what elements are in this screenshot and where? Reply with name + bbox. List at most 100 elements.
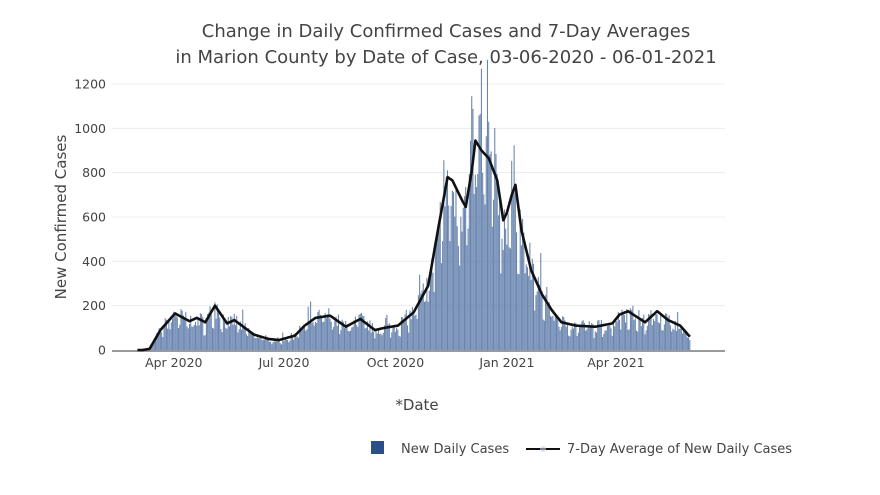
y-tick-label: 0: [98, 343, 106, 358]
daily-cases-bar: [398, 335, 400, 350]
daily-cases-bar: [658, 323, 661, 350]
legend-swatch-bar: [371, 441, 384, 454]
daily-cases-bar: [236, 315, 238, 350]
y-tick-label: 800: [82, 165, 106, 180]
daily-cases-bar: [413, 313, 415, 350]
daily-cases-bar: [363, 316, 365, 350]
daily-cases-bar: [383, 325, 386, 350]
daily-cases-bar: [169, 329, 171, 350]
daily-cases-bar: [468, 173, 470, 350]
daily-cases-bar: [359, 313, 361, 350]
daily-cases-bar: [256, 337, 258, 350]
daily-cases-bar: [219, 317, 221, 350]
daily-cases-bar: [532, 263, 535, 350]
daily-cases-bar: [645, 330, 647, 350]
daily-cases-bar: [405, 309, 407, 350]
legend-swatch-marker: [540, 446, 546, 452]
daily-cases-bar: [525, 264, 527, 350]
daily-cases-bar: [622, 314, 624, 350]
daily-cases-bar: [563, 317, 565, 350]
daily-cases-bar: [466, 245, 468, 350]
daily-cases-bar: [434, 246, 436, 350]
daily-cases-bar: [666, 313, 668, 350]
daily-cases-bar: [576, 335, 578, 350]
daily-cases-bar: [543, 320, 545, 350]
daily-cases-bar: [272, 342, 274, 350]
daily-cases-bar: [632, 305, 634, 350]
daily-cases-bar: [610, 328, 612, 350]
daily-cases-bar: [237, 332, 239, 350]
daily-cases-bar: [181, 310, 183, 350]
daily-cases-bar: [247, 336, 249, 350]
daily-cases-bar: [238, 329, 240, 350]
daily-cases-bar: [531, 258, 533, 350]
daily-cases-bar: [605, 330, 607, 350]
daily-cases-bar: [164, 318, 166, 350]
daily-cases-bar: [675, 331, 677, 350]
daily-cases-bar: [178, 327, 180, 350]
daily-cases-bar: [493, 199, 495, 350]
daily-cases-bar: [500, 273, 502, 350]
daily-cases-bar: [553, 320, 555, 350]
daily-cases-bar: [665, 313, 667, 350]
daily-cases-bar: [379, 334, 381, 350]
daily-cases-bar: [565, 326, 567, 350]
daily-cases-bar: [669, 325, 671, 350]
legend-label-seven-day-average: 7-Day Average of New Daily Cases: [567, 442, 792, 457]
daily-cases-bar: [616, 321, 618, 350]
daily-cases-bar: [517, 273, 519, 350]
daily-cases-bar: [193, 324, 195, 350]
daily-cases-bar: [514, 193, 516, 350]
daily-cases-bar: [320, 316, 323, 350]
daily-cases-bar: [445, 177, 447, 350]
daily-cases-bar: [261, 340, 263, 350]
daily-cases-bar: [353, 320, 355, 350]
daily-cases-bar: [170, 322, 172, 350]
daily-cases-bar: [271, 344, 273, 350]
daily-cases-bar: [350, 330, 352, 350]
legend-item-new-daily-cases[interactable]: New Daily Cases: [371, 441, 509, 457]
daily-cases-bar: [344, 328, 346, 350]
daily-cases-bar: [294, 336, 296, 350]
daily-cases-bar: [679, 328, 681, 350]
daily-cases-bar: [262, 339, 264, 350]
daily-cases-bar: [509, 248, 512, 350]
daily-cases-bar: [305, 330, 307, 350]
daily-cases-bar: [520, 245, 522, 350]
daily-cases-bar: [313, 325, 315, 350]
daily-cases-bar: [406, 325, 409, 350]
seven-day-average-line: [137, 139, 691, 352]
daily-cases-bar: [199, 313, 201, 350]
daily-cases-bar: [668, 315, 670, 350]
daily-cases-bar: [185, 311, 187, 350]
daily-cases-bar: [277, 337, 279, 350]
daily-cases-bar: [442, 241, 444, 350]
daily-cases-bar: [345, 320, 347, 350]
daily-cases-bar: [308, 323, 310, 350]
daily-cases-bar: [266, 336, 268, 350]
daily-cases-bar: [467, 228, 469, 350]
daily-cases-bar: [547, 305, 549, 350]
chart-title-line-2: in Marion County by Date of Case, 03-06-…: [175, 47, 716, 68]
daily-cases-bar: [577, 332, 579, 350]
legend-item-seven-day-average[interactable]: 7-Day Average of New Daily Cases: [526, 442, 792, 457]
daily-cases-bar: [426, 277, 428, 350]
daily-cases-bar: [471, 96, 473, 350]
daily-cases-bar: [225, 327, 227, 350]
daily-cases-bar: [432, 272, 434, 350]
daily-cases-bar: [621, 309, 623, 350]
daily-cases-bar: [176, 317, 178, 350]
daily-cases-bar: [248, 328, 250, 350]
daily-cases-bar: [203, 335, 205, 350]
daily-cases-bar: [617, 312, 619, 350]
daily-cases-bar: [334, 320, 336, 350]
daily-cases-bar: [360, 312, 363, 350]
daily-cases-bar: [232, 324, 234, 350]
x-tick-label: Jul 2020: [258, 355, 310, 370]
daily-cases-bar: [159, 331, 161, 350]
daily-cases-bar: [634, 318, 636, 350]
daily-cases-bar: [640, 326, 642, 350]
daily-cases-bar: [214, 302, 216, 350]
daily-cases-bar: [559, 330, 561, 350]
y-tick-label: 600: [82, 210, 106, 225]
